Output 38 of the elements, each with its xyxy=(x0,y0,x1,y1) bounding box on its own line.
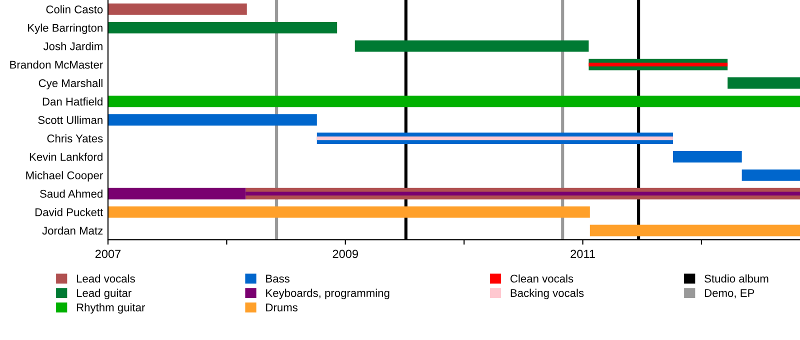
bar xyxy=(316,136,673,140)
bar xyxy=(588,62,728,66)
bar xyxy=(108,22,338,34)
legend-label: Demo, EP xyxy=(704,289,754,298)
y-tick-label: Dan Hatfield xyxy=(42,97,102,106)
y-tick-label: Cye Marshall xyxy=(38,78,102,90)
x-tick-label: 2007 xyxy=(95,250,121,258)
y-tick-label: Scott Ulliman xyxy=(38,116,102,124)
bar xyxy=(728,77,800,89)
legend-label: Keyboards, programming xyxy=(266,288,390,300)
legend-label: Lead vocals xyxy=(76,274,135,283)
y-tick-label: David Puckett xyxy=(36,208,104,216)
legend-label: Clean vocals xyxy=(510,274,574,283)
bar xyxy=(108,114,317,126)
bar xyxy=(590,224,800,236)
y-tick-label: Kevin Lankford xyxy=(30,152,102,161)
bar xyxy=(108,96,800,108)
y-tick-label: Kyle Barrington xyxy=(28,24,102,34)
legend-label: Rhythm guitar xyxy=(76,303,146,314)
bar xyxy=(742,169,800,181)
y-tick-label: Josh Jardim xyxy=(43,42,102,50)
y-tick-label: Colin Casto xyxy=(46,5,103,14)
bar xyxy=(672,151,742,162)
bar xyxy=(354,40,589,52)
y-tick-label: Saud Ahmed xyxy=(40,190,102,198)
y-tick-label: Michael Cooper xyxy=(26,171,103,182)
y-tick-label: Jordan Matz xyxy=(42,226,103,235)
y-tick-label: Brandon McMaster xyxy=(10,60,103,69)
bar xyxy=(108,4,247,15)
y-tick-label: Chris Yates xyxy=(47,134,103,142)
legend-label: Drums xyxy=(266,304,298,312)
legend-label: Backing vocals xyxy=(510,288,584,300)
x-tick-label: 2009 xyxy=(332,250,358,258)
legend-label: Bass xyxy=(266,274,290,283)
legend-label: Lead guitar xyxy=(76,288,132,300)
x-tick-label: 2011 xyxy=(570,250,595,258)
bar xyxy=(108,206,590,218)
legend-label: Studio album xyxy=(704,274,768,283)
